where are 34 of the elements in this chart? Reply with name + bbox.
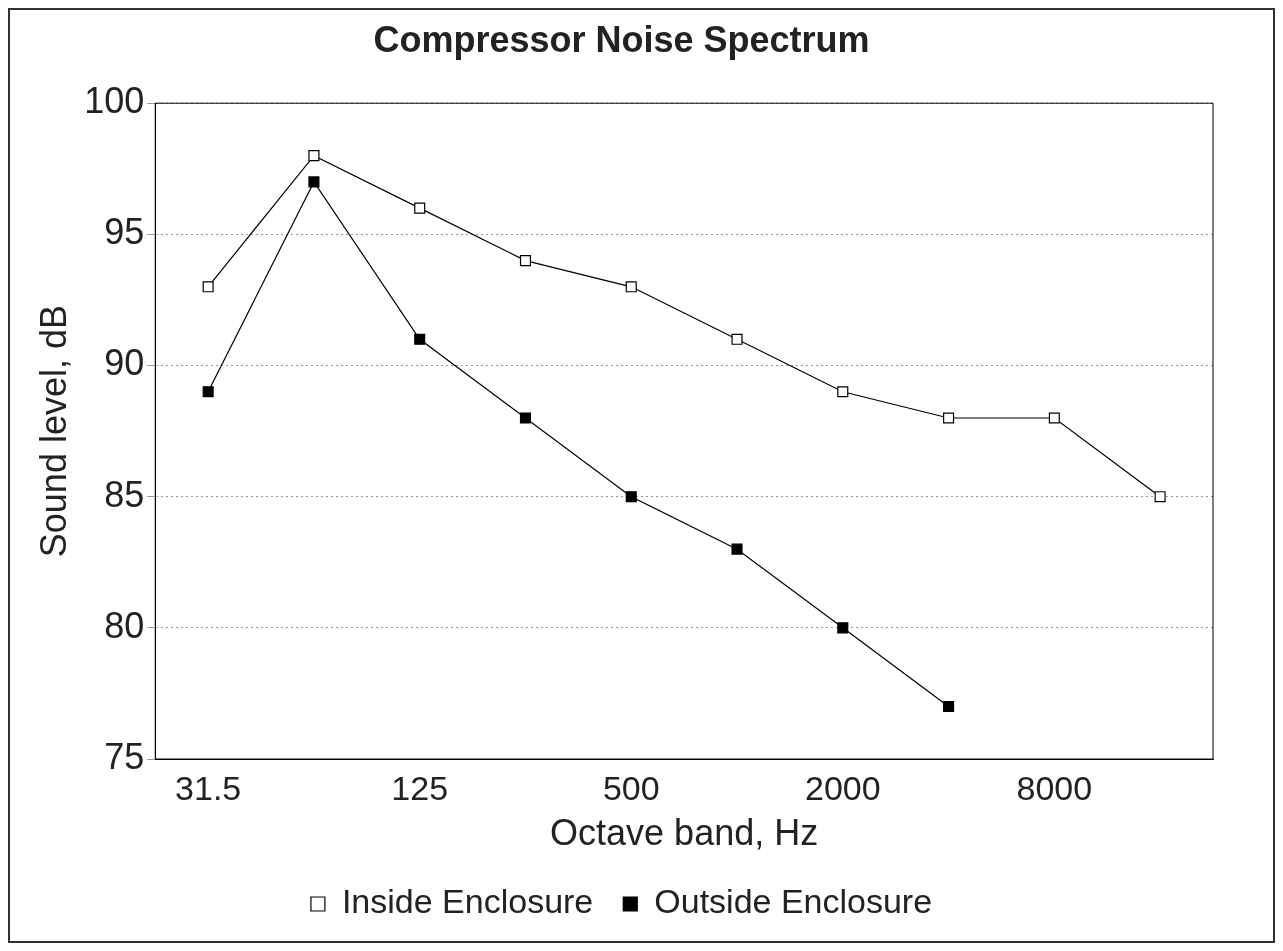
point — [414, 333, 426, 345]
point — [731, 333, 743, 345]
y-tick-label: 95 — [104, 211, 145, 253]
x-tick-label: 8000 — [1016, 768, 1093, 807]
y-tick-label: 85 — [104, 473, 145, 515]
point — [519, 412, 532, 424]
x-tick-label: 2000 — [804, 768, 881, 807]
point — [202, 386, 214, 398]
legend-label: Outside Enclosure — [654, 882, 933, 921]
point — [837, 622, 849, 634]
y-tick-label: 75 — [104, 735, 145, 777]
x-tick-label: 125 — [391, 768, 449, 807]
point — [1154, 491, 1166, 503]
legend-label: Inside Enclosure — [341, 882, 594, 921]
y-tick-label: 80 — [104, 604, 145, 646]
x-tick-label: 500 — [602, 768, 660, 807]
x-axis-title: Octave band, Hz — [550, 812, 819, 854]
y-tick-label: 90 — [104, 342, 145, 384]
point — [625, 491, 637, 503]
point — [414, 202, 426, 214]
x-tick-label: 31.5 — [175, 768, 242, 807]
point — [1048, 412, 1060, 424]
point — [837, 386, 849, 398]
point — [202, 281, 214, 293]
y-axis-title: Sound level, dB — [32, 305, 74, 558]
point — [943, 412, 955, 424]
y-tick-label: 100 — [84, 80, 145, 122]
point — [943, 700, 955, 713]
point — [308, 176, 320, 188]
point — [731, 543, 743, 555]
point — [519, 255, 532, 267]
point — [308, 150, 320, 162]
chart-title: Compressor Noise Spectrum — [373, 18, 870, 60]
point — [625, 281, 637, 293]
